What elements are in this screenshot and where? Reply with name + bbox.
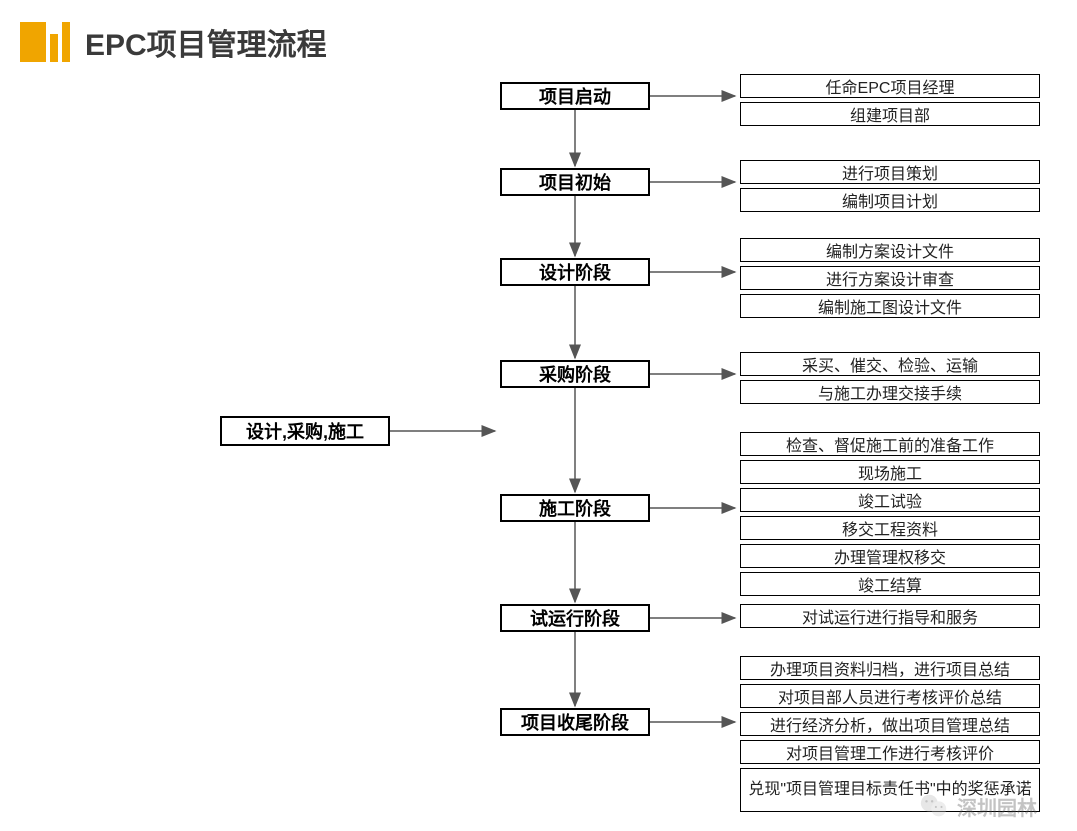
detail-box: 进行经济分析，做出项目管理总结	[740, 712, 1040, 736]
detail-box: 办理管理权移交	[740, 544, 1040, 568]
detail-box: 竣工试验	[740, 488, 1040, 512]
detail-box: 组建项目部	[740, 102, 1040, 126]
detail-box: 采买、催交、检验、运输	[740, 352, 1040, 376]
detail-box: 编制施工图设计文件	[740, 294, 1040, 318]
detail-box: 编制项目计划	[740, 188, 1040, 212]
detail-box: 现场施工	[740, 460, 1040, 484]
logo-bars	[20, 22, 70, 62]
flowchart-canvas: 设计,采购,施工 项目启动 任命EPC项目经理组建项目部项目初始 进行项目策划编制项目…	[0, 64, 1077, 824]
stage-box-s2: 项目初始	[500, 168, 650, 196]
stage-box-s1: 项目启动	[500, 82, 650, 110]
watermark: 深圳园林	[919, 791, 1037, 821]
watermark-text: 深圳园林	[957, 792, 1037, 821]
wechat-icon	[919, 791, 949, 821]
detail-box: 对试运行进行指导和服务	[740, 604, 1040, 628]
stage-box-s6: 试运行阶段	[500, 604, 650, 632]
detail-box: 移交工程资料	[740, 516, 1040, 540]
logo-bar	[62, 22, 70, 62]
detail-box: 对项目管理工作进行考核评价	[740, 740, 1040, 764]
detail-box: 竣工结算	[740, 572, 1040, 596]
detail-box: 对项目部人员进行考核评价总结	[740, 684, 1040, 708]
stage-box-s5: 施工阶段	[500, 494, 650, 522]
detail-box: 编制方案设计文件	[740, 238, 1040, 262]
stage-box-s3: 设计阶段	[500, 258, 650, 286]
detail-box: 任命EPC项目经理	[740, 74, 1040, 98]
page-title: EPC项目管理流程	[85, 20, 327, 64]
stage-box-s7: 项目收尾阶段	[500, 708, 650, 736]
logo-bar	[50, 34, 58, 62]
logo-bar	[20, 22, 46, 62]
detail-box: 检查、督促施工前的准备工作	[740, 432, 1040, 456]
detail-box: 进行方案设计审查	[740, 266, 1040, 290]
detail-box: 与施工办理交接手续	[740, 380, 1040, 404]
detail-box: 进行项目策划	[740, 160, 1040, 184]
side-box: 设计,采购,施工	[220, 416, 390, 446]
stage-box-s4: 采购阶段	[500, 360, 650, 388]
detail-box: 办理项目资料归档，进行项目总结	[740, 656, 1040, 680]
